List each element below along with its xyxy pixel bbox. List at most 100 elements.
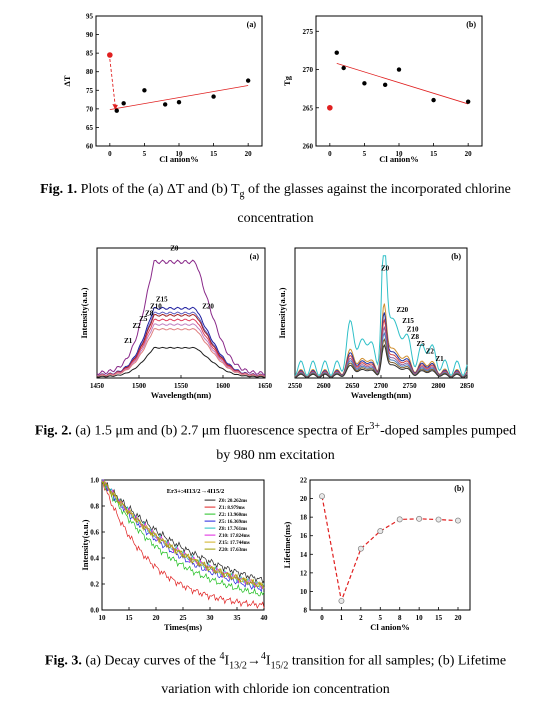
x-axis-label: Wavelength(nm) xyxy=(151,390,212,400)
x-tick-label: 20 xyxy=(455,614,463,622)
lifetime-point xyxy=(338,597,345,604)
y-tick-label: 275 xyxy=(303,28,314,36)
y-tick-label: 270 xyxy=(303,66,314,74)
spectrum-line xyxy=(96,313,266,377)
data-point xyxy=(211,94,216,99)
x-tick-label: 15 xyxy=(430,150,438,158)
fig3-panel-b: (b)Cl anion%Lifetime(ms)0 1 2 5 8 10 15 2081012… xyxy=(282,477,471,632)
decay-curve xyxy=(101,479,265,597)
trend-arrow xyxy=(109,58,116,108)
series-label: Z1 xyxy=(435,355,444,363)
spectrum-line xyxy=(96,318,266,377)
y-tick-label: 90 xyxy=(86,31,94,39)
y-axis-label: Tg xyxy=(282,75,292,86)
y-tick-label: 14 xyxy=(300,551,308,559)
y-tick-label: 16 xyxy=(300,532,308,540)
x-tick-label: 0 xyxy=(320,614,324,622)
x-axis-label: Times(ms) xyxy=(164,622,202,632)
x-tick-label: 5 xyxy=(143,150,147,158)
plot-frame xyxy=(315,15,483,147)
fit-line xyxy=(109,85,249,110)
data-point xyxy=(245,78,251,83)
x-tick-label: 35 xyxy=(234,614,242,622)
y-tick-label: 10 xyxy=(300,588,308,596)
x-tick-label: 15 xyxy=(210,150,218,158)
y-axis-label: ΔT xyxy=(62,75,72,86)
panel-label: (a) xyxy=(247,20,257,29)
series-label: Z5 xyxy=(139,315,148,323)
fig2-caption-label: Fig. 2. xyxy=(34,423,72,439)
trend-arrowhead xyxy=(112,104,118,110)
y-tick-label: 18 xyxy=(300,514,308,522)
x-tick-label: 10 xyxy=(396,150,404,158)
y-axis-label: Lifetime(ms) xyxy=(282,521,292,568)
x-tick-label: 10 xyxy=(176,150,184,158)
legend-label: Z20: 17.63ms xyxy=(219,548,248,553)
x-tick-label: 2750 xyxy=(403,382,418,390)
x-tick-label: 8 xyxy=(398,614,402,622)
series-label: Z2 xyxy=(132,322,141,330)
data-point xyxy=(431,97,436,103)
spectrum-line xyxy=(96,346,266,378)
spectrum-line xyxy=(96,323,266,377)
y-tick-label: 70 xyxy=(86,105,94,113)
x-axis-label: Cl anion% xyxy=(159,154,198,163)
fig1-caption-label: Fig. 1. xyxy=(40,182,78,197)
data-point xyxy=(162,102,168,107)
data-point xyxy=(107,52,113,58)
x-axis-label: Cl anion% xyxy=(370,622,409,632)
legend-label: Z8: 17.761ms xyxy=(219,527,248,532)
x-tick-label: 1450 xyxy=(90,382,105,390)
series-label: Z20 xyxy=(396,306,408,314)
series-label: Z0 xyxy=(170,244,179,252)
decay-curve xyxy=(101,480,265,584)
spectrum-line xyxy=(96,306,266,377)
panel-label: (b) xyxy=(454,484,464,493)
lifetime-point xyxy=(357,545,364,552)
x-tick-label: 15 xyxy=(435,614,443,622)
decay-curve xyxy=(102,481,265,589)
series-label: Z10 xyxy=(150,302,162,310)
y-tick-label: 265 xyxy=(303,104,314,112)
spectrum-line xyxy=(96,327,266,378)
panel-label: (a) xyxy=(250,252,260,261)
x-tick-label: 1650 xyxy=(258,382,273,390)
decay-curve xyxy=(101,479,265,590)
y-axis-label: Intensity(a.u.) xyxy=(79,287,89,338)
x-tick-label: 40 xyxy=(261,614,269,622)
lifetime-point xyxy=(435,516,442,523)
data-point xyxy=(121,101,126,106)
x-tick-label: 10 xyxy=(99,614,107,622)
x-tick-label: 20 xyxy=(245,150,253,158)
y-axis-label: Intensity(a.u.) xyxy=(80,519,90,570)
x-axis-label: Wavelength(nm) xyxy=(351,390,412,400)
fig2-panel-a: (a) Wavelength(nm) Intensity(a.u.) 1450 1500… xyxy=(79,244,273,400)
y-tick-label: 95 xyxy=(86,13,94,21)
series-label: Z20 xyxy=(202,302,214,310)
x-tick-label: 15 xyxy=(126,614,134,622)
series-label: Z8 xyxy=(411,333,420,341)
legend-label: Z2: 13.960ms xyxy=(219,513,248,518)
x-tick-label: 25 xyxy=(180,614,188,622)
x-tick-label: 2 xyxy=(359,614,363,622)
data-point xyxy=(142,88,147,93)
decay-curve xyxy=(101,479,265,609)
x-tick-label: 1 xyxy=(340,614,344,622)
legend-label: Z10: 17.824ms xyxy=(219,534,250,539)
data-point xyxy=(396,67,402,72)
x-axis-label: Cl anion% xyxy=(379,154,418,163)
x-tick-label: 0 xyxy=(328,150,332,158)
data-point xyxy=(465,99,471,104)
fig1-panel-a: (a) Cl anion% ΔT 0 5 10 15 20 60 65 70 75 80 85 90 95 xyxy=(62,13,263,163)
x-tick-label: 2600 xyxy=(317,382,332,390)
y-tick-label: 0.8 xyxy=(90,503,99,511)
series-label: Z2 xyxy=(426,348,435,356)
panel-label: (b) xyxy=(466,20,476,29)
data-point xyxy=(114,108,119,113)
y-tick-label: 65 xyxy=(86,124,94,132)
lifetime-point xyxy=(319,493,325,500)
data-point xyxy=(341,65,346,71)
x-tick-label: 30 xyxy=(207,614,215,622)
y-tick-label: 0.2 xyxy=(90,581,99,589)
plot-frame xyxy=(96,247,266,379)
